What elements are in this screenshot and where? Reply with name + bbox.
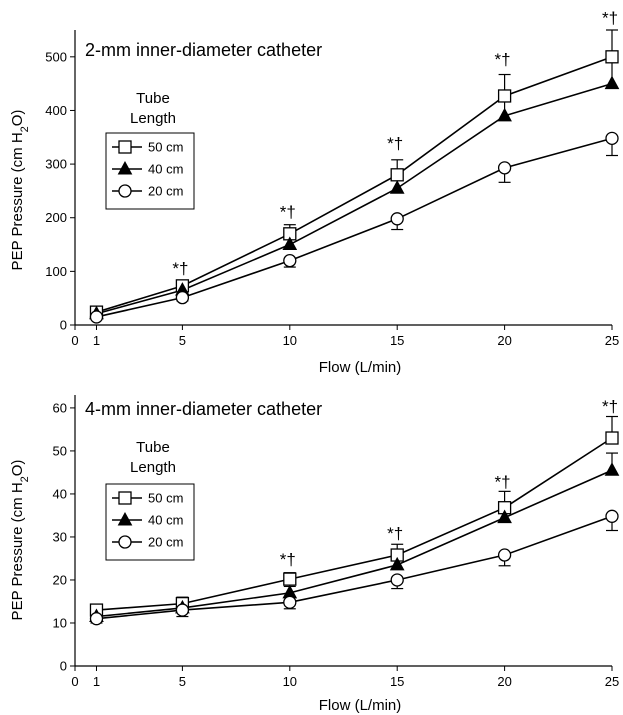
legend-title-line2: Length [130, 459, 176, 476]
data-point [389, 180, 405, 194]
y-tick-label: 40 [53, 486, 67, 501]
series-line [96, 56, 613, 313]
significance-marker: *† [280, 550, 296, 569]
data-point [605, 431, 619, 445]
data-point [497, 107, 512, 122]
x-tick-label: 5 [179, 674, 186, 689]
chart-title: 2-mm inner-diameter catheter [85, 40, 322, 60]
x-axis-title: Flow (L/min) [319, 697, 402, 714]
data-point [390, 212, 404, 226]
series-line [96, 469, 613, 618]
significance-marker: *† [387, 134, 403, 153]
data-point [605, 50, 619, 64]
y-tick-label: 300 [45, 157, 67, 172]
x-tick-label: 0 [71, 333, 78, 348]
data-point [390, 573, 404, 587]
data-point [604, 75, 620, 90]
data-point [175, 290, 190, 305]
data-point [497, 548, 512, 562]
significance-marker: *† [280, 203, 296, 222]
data-point [604, 462, 620, 476]
significance-marker: *† [172, 259, 188, 278]
legend-label: 50 cm [148, 491, 183, 506]
legend-marker [118, 140, 132, 154]
series-line [96, 515, 613, 620]
y-tick-label: 200 [45, 210, 67, 225]
x-tick-label: 5 [179, 333, 186, 348]
x-tick-label: 20 [497, 674, 511, 689]
chart-title: 4-mm inner-diameter catheter [85, 399, 322, 419]
legend-title-line2: Length [130, 110, 176, 127]
legend-label: 50 cm [148, 140, 183, 155]
series-line [96, 137, 613, 318]
legend-label: 40 cm [148, 162, 183, 177]
legend-title-line1: Tube [136, 90, 170, 107]
data-point [283, 253, 297, 268]
legend-box [105, 132, 195, 210]
legend-marker [117, 511, 133, 526]
y-tick-label: 0 [60, 318, 67, 333]
significance-marker: *† [495, 50, 511, 69]
data-point [89, 310, 104, 324]
x-tick-label: 20 [497, 333, 511, 348]
significance-marker: *† [602, 9, 618, 28]
significance-marker: *† [602, 397, 618, 416]
legend-marker [118, 184, 132, 198]
legend: Tube Length 50 cm 40 cm 20 cm [105, 439, 195, 561]
chart-panel-bottom: 4-mm inner-diameter catheter Flow (L/min… [9, 395, 620, 714]
x-tick-label: 25 [605, 333, 619, 348]
y-tick-label: 50 [53, 443, 67, 458]
y-tick-label: 60 [53, 400, 67, 415]
data-point [605, 509, 619, 523]
x-tick-label: 10 [283, 333, 297, 348]
data-point [497, 161, 512, 175]
data-point [282, 236, 298, 251]
x-tick-label: 0 [71, 674, 78, 689]
data-point [175, 603, 190, 617]
x-tick-label: 15 [390, 674, 404, 689]
y-tick-label: 100 [45, 264, 67, 279]
legend-label: 20 cm [148, 535, 183, 550]
x-tick-label: 15 [390, 333, 404, 348]
data-point [497, 509, 512, 524]
legend-label: 20 cm [148, 184, 183, 199]
chart-panel-top: 2-mm inner-diameter catheter Flow (L/min… [9, 9, 620, 376]
data-point [389, 556, 405, 571]
legend-title-line1: Tube [136, 439, 170, 456]
legend-box [105, 483, 195, 561]
x-axis-title: Flow (L/min) [319, 359, 402, 376]
y-tick-label: 400 [45, 103, 67, 118]
y-tick-label: 30 [53, 529, 67, 544]
data-point [390, 168, 404, 182]
x-tick-label: 1 [93, 674, 100, 689]
significance-marker: *† [495, 472, 511, 491]
y-axis-title: PEP Pressure (cm H2O) [9, 460, 31, 621]
y-tick-label: 0 [60, 659, 67, 674]
x-tick-label: 25 [605, 674, 619, 689]
data-point [605, 131, 619, 145]
data-point [283, 572, 297, 586]
series-line [96, 82, 613, 315]
legend: Tube Length 50 cm 40 cm 20 cm [105, 90, 195, 210]
y-axis-title: PEP Pressure (cm H2O) [9, 110, 31, 271]
y-tick-label: 20 [53, 572, 67, 587]
y-tick-label: 10 [53, 615, 67, 630]
data-point [497, 89, 512, 103]
x-tick-label: 10 [283, 674, 297, 689]
significance-marker: *† [387, 524, 403, 543]
series-line [96, 437, 613, 611]
legend-marker [118, 491, 132, 505]
legend-marker [117, 160, 133, 175]
data-point [283, 595, 297, 609]
data-point [89, 612, 104, 626]
x-tick-label: 1 [93, 333, 100, 348]
legend-marker [118, 535, 132, 549]
y-tick-label: 500 [45, 49, 67, 64]
legend-label: 40 cm [148, 513, 183, 528]
